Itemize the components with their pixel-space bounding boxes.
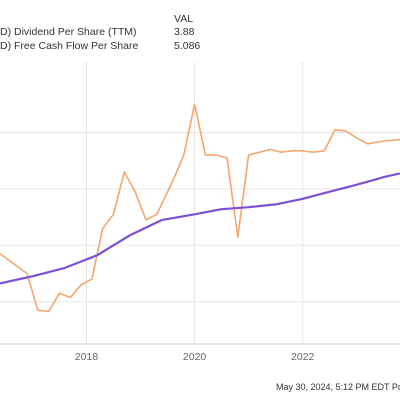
x-tick-label-2022: 2022 — [291, 351, 315, 363]
legend-item-dividend[interactable]: D) Dividend Per Share (TTM) 3.88 — [0, 26, 400, 40]
x-tick-label-2018: 2018 — [75, 351, 99, 363]
legend: VAL D) Dividend Per Share (TTM) 3.88 D) … — [0, 10, 400, 54]
legend-value-dividend: 3.88 — [174, 26, 195, 38]
x-axis: 2018 2020 2022 — [0, 343, 400, 363]
legend-label-dividend: D) Dividend Per Share (TTM) — [0, 26, 137, 38]
legend-value-fcf: 5.086 — [174, 40, 201, 52]
legend-value-header: VAL — [174, 13, 194, 25]
legend-item-fcf[interactable]: D) Free Cash Flow Per Share 5.086 — [0, 40, 400, 54]
legend-label-fcf: D) Free Cash Flow Per Share — [0, 40, 139, 52]
series-layer — [0, 103, 400, 313]
series-line-fcf — [0, 103, 400, 313]
series-line-dividend — [0, 172, 400, 285]
chart-footer: May 30, 2024, 5:12 PM EDT Powe — [276, 382, 400, 392]
grid-layer — [0, 62, 400, 344]
x-tick-label-2020: 2020 — [183, 351, 207, 363]
